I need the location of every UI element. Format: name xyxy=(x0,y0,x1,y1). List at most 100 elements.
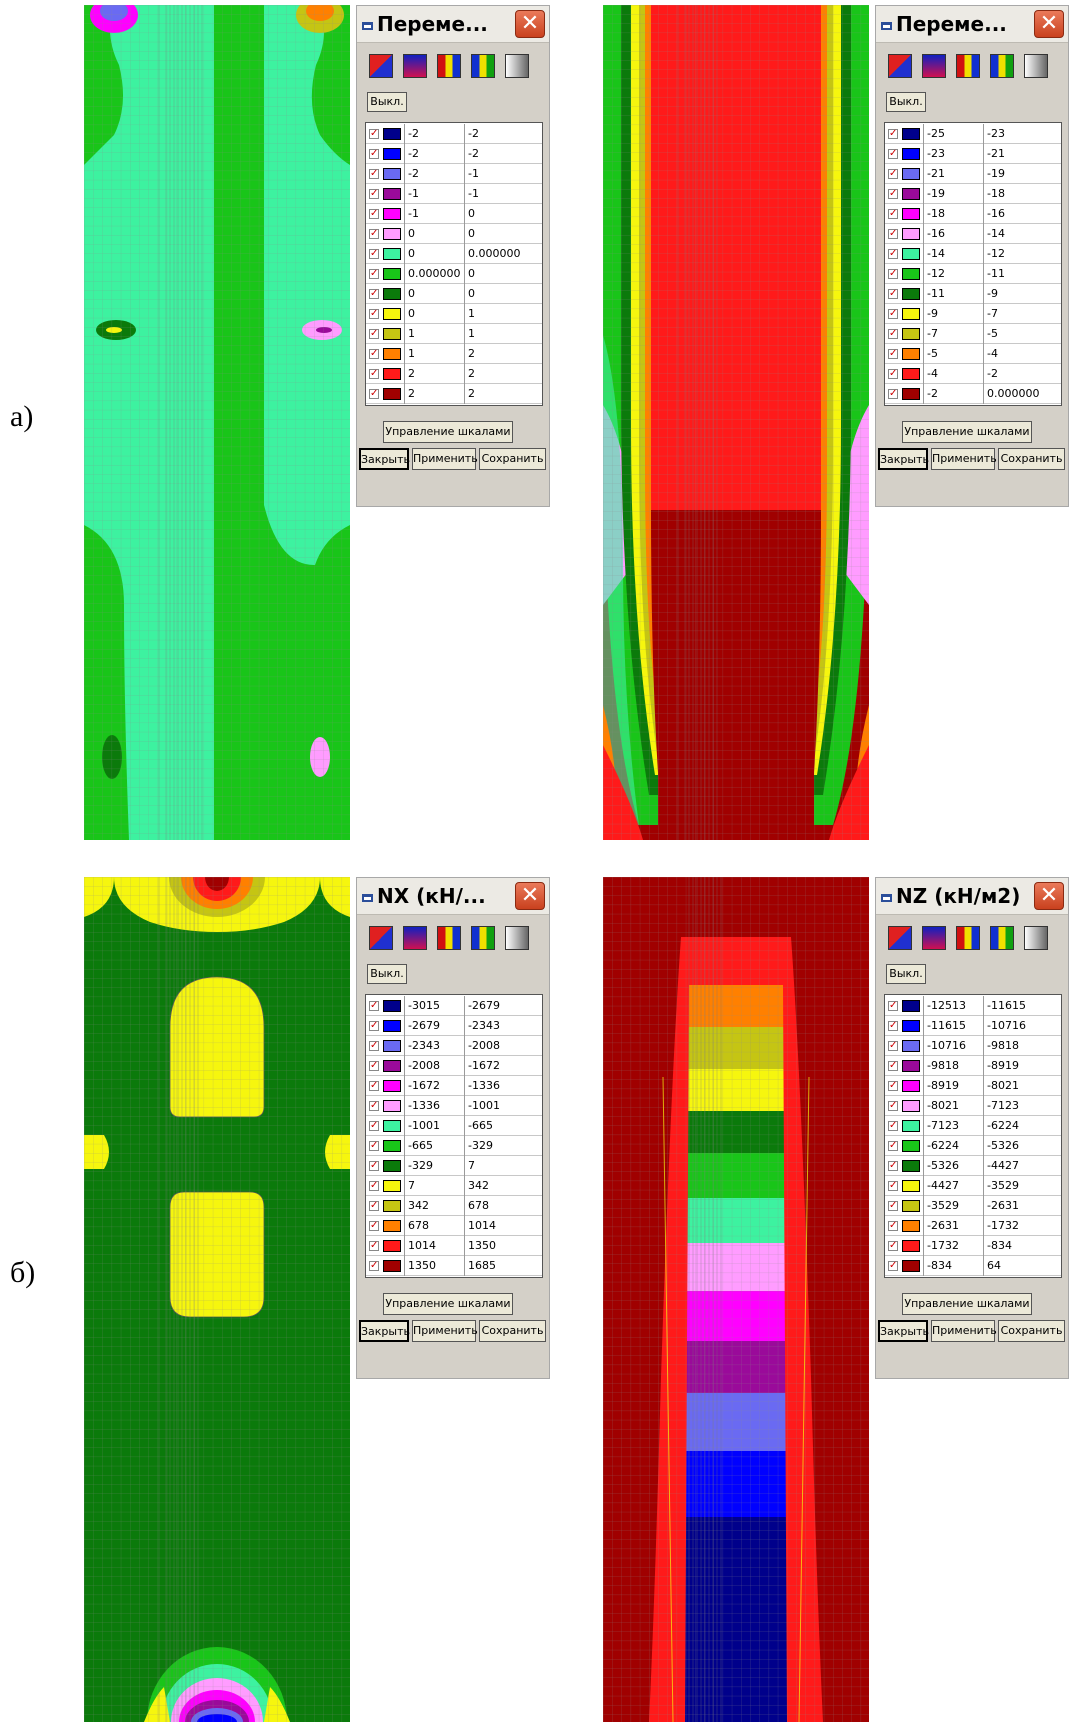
legend-row-to[interactable]: -2 xyxy=(983,364,1061,384)
legend-row-checkbox[interactable]: ✓ xyxy=(369,308,379,319)
legend-row-swatch[interactable] xyxy=(902,1200,920,1212)
legend-row-to[interactable]: 1685 xyxy=(464,1256,542,1276)
save-button[interactable]: Сохранить xyxy=(479,1320,546,1342)
legend-row-swatch[interactable] xyxy=(902,368,920,380)
legend-row-to[interactable]: 1 xyxy=(464,324,542,344)
save-button[interactable]: Сохранить xyxy=(998,448,1065,470)
legend-row-swatch[interactable] xyxy=(383,1180,401,1192)
legend-row-from[interactable]: -1 xyxy=(404,184,464,204)
legend-row-to[interactable]: -9 xyxy=(983,284,1061,304)
legend-row-from[interactable]: -5326 xyxy=(923,1156,983,1176)
palette-gradient-icon[interactable] xyxy=(403,926,427,950)
close-button[interactable]: Закрыть xyxy=(878,1320,929,1342)
legend-row-from[interactable]: 342 xyxy=(404,1196,464,1216)
legend-row-swatch[interactable] xyxy=(902,1080,920,1092)
legend-row-from[interactable]: 1 xyxy=(404,344,464,364)
legend-row-checkbox[interactable]: ✓ xyxy=(888,1200,898,1211)
palette-diagonal-icon[interactable] xyxy=(369,54,393,78)
legend-row-swatch[interactable] xyxy=(383,268,401,280)
legend-row-to[interactable]: 2 xyxy=(464,364,542,384)
close-icon[interactable]: ✕ xyxy=(515,10,545,38)
legend-row-checkbox[interactable]: ✓ xyxy=(369,1020,379,1031)
close-button[interactable]: Закрыть xyxy=(878,448,929,470)
scales-button[interactable]: Управление шкалами xyxy=(902,1293,1032,1315)
legend-row-swatch[interactable] xyxy=(383,1220,401,1232)
legend-row-to[interactable]: -19 xyxy=(983,164,1061,184)
legend-row-from[interactable]: -2 xyxy=(923,384,983,404)
legend-row-swatch[interactable] xyxy=(902,308,920,320)
scales-button[interactable]: Управление шкалами xyxy=(902,421,1032,443)
legend-row-checkbox[interactable]: ✓ xyxy=(888,1120,898,1131)
legend-row-swatch[interactable] xyxy=(383,1140,401,1152)
legend-row-swatch[interactable] xyxy=(383,1100,401,1112)
legend-row-to[interactable]: 7 xyxy=(464,1156,542,1176)
legend-row-checkbox[interactable]: ✓ xyxy=(888,328,898,339)
legend-row-from[interactable]: -18 xyxy=(923,204,983,224)
legend-row-from[interactable]: -1732 xyxy=(923,1236,983,1256)
legend-row-to[interactable]: 342 xyxy=(464,1176,542,1196)
palette-grayscale-icon[interactable] xyxy=(505,54,529,78)
legend-row-checkbox[interactable]: ✓ xyxy=(888,1260,898,1271)
legend-row-to[interactable]: 2 xyxy=(464,344,542,364)
off-button[interactable]: Выкл. xyxy=(367,964,407,984)
legend-row-from[interactable]: -1672 xyxy=(404,1076,464,1096)
legend-row-checkbox[interactable]: ✓ xyxy=(888,188,898,199)
legend-row-from[interactable]: -21 xyxy=(923,164,983,184)
legend-row-swatch[interactable] xyxy=(902,188,920,200)
palette-grayscale-icon[interactable] xyxy=(1024,926,1048,950)
panel-titlebar[interactable]: NZ (кН/м2) ✕ xyxy=(876,878,1068,915)
contour-plot-displacement-z[interactable] xyxy=(603,5,869,840)
legend-row-swatch[interactable] xyxy=(902,1240,920,1252)
legend-row-checkbox[interactable]: ✓ xyxy=(888,1140,898,1151)
close-icon[interactable]: ✕ xyxy=(515,882,545,910)
legend-row-to[interactable]: -5326 xyxy=(983,1136,1061,1156)
legend-row-to[interactable]: 0.000000 xyxy=(464,244,542,264)
apply-button[interactable]: Применить xyxy=(412,1320,478,1342)
legend-row-to[interactable]: -665 xyxy=(464,1116,542,1136)
panel-titlebar[interactable]: NX (кН/... ✕ xyxy=(357,878,549,915)
legend-row-swatch[interactable] xyxy=(383,328,401,340)
legend-row-to[interactable]: -23 xyxy=(983,124,1061,144)
legend-row-to[interactable]: 1 xyxy=(464,304,542,324)
legend-row-swatch[interactable] xyxy=(902,208,920,220)
legend-row-to[interactable]: 0.000000 xyxy=(983,384,1061,404)
scales-button[interactable]: Управление шкалами xyxy=(383,1293,513,1315)
legend-row-from[interactable]: 2 xyxy=(404,364,464,384)
legend-row-checkbox[interactable]: ✓ xyxy=(369,268,379,279)
legend-row-from[interactable]: 2 xyxy=(404,384,464,404)
legend-row-from[interactable]: 678 xyxy=(404,1216,464,1236)
off-button[interactable]: Выкл. xyxy=(886,964,926,984)
legend-row-swatch[interactable] xyxy=(383,348,401,360)
legend-row-to[interactable]: -2631 xyxy=(983,1196,1061,1216)
off-button[interactable]: Выкл. xyxy=(367,92,407,112)
legend-row-from[interactable]: 1 xyxy=(404,324,464,344)
legend-row-checkbox[interactable]: ✓ xyxy=(888,1080,898,1091)
contour-plot-nz[interactable] xyxy=(603,877,869,1722)
save-button[interactable]: Сохранить xyxy=(479,448,546,470)
legend-row-swatch[interactable] xyxy=(383,308,401,320)
legend-row-swatch[interactable] xyxy=(902,1220,920,1232)
palette-grayscale-icon[interactable] xyxy=(505,926,529,950)
legend-row-checkbox[interactable]: ✓ xyxy=(369,1200,379,1211)
legend-row-to[interactable]: -7123 xyxy=(983,1096,1061,1116)
legend-row-to[interactable]: 0 xyxy=(464,264,542,284)
legend-row-to[interactable]: -11 xyxy=(983,264,1061,284)
legend-row-swatch[interactable] xyxy=(383,368,401,380)
legend-row-checkbox[interactable]: ✓ xyxy=(888,1020,898,1031)
legend-row-to[interactable]: 0 xyxy=(464,284,542,304)
legend-row-from[interactable]: 0.000000 xyxy=(404,264,464,284)
legend-row-checkbox[interactable]: ✓ xyxy=(369,288,379,299)
legend-row-swatch[interactable] xyxy=(383,1120,401,1132)
legend-row-to[interactable]: -10716 xyxy=(983,1016,1061,1036)
legend-row-swatch[interactable] xyxy=(902,1180,920,1192)
legend-row-to[interactable]: -21 xyxy=(983,144,1061,164)
legend-row-from[interactable]: -11 xyxy=(923,284,983,304)
legend-row-swatch[interactable] xyxy=(383,188,401,200)
legend-row-to[interactable]: -329 xyxy=(464,1136,542,1156)
palette-rainbow-icon[interactable] xyxy=(956,54,980,78)
legend-row-to[interactable]: -6224 xyxy=(983,1116,1061,1136)
legend-row-checkbox[interactable]: ✓ xyxy=(888,368,898,379)
legend-row-from[interactable]: -25 xyxy=(923,124,983,144)
legend-row-from[interactable]: -19 xyxy=(923,184,983,204)
apply-button[interactable]: Применить xyxy=(931,448,997,470)
